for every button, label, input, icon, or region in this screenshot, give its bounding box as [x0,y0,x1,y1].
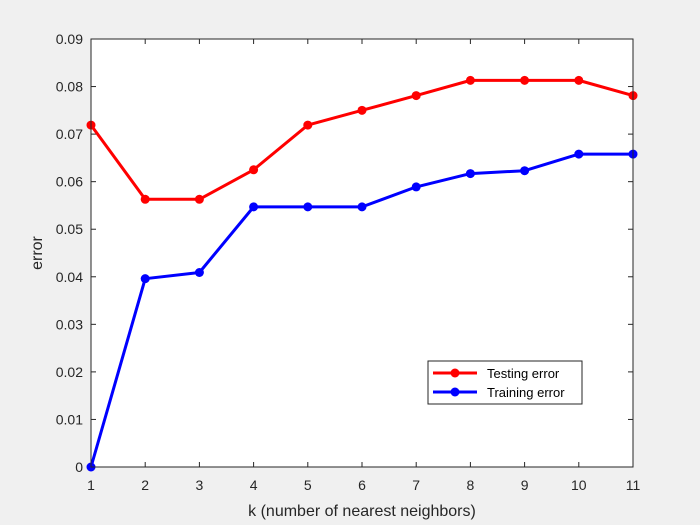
data-point [140,274,150,284]
data-point [574,75,584,85]
y-tick-label: 0.06 [56,174,83,190]
data-point [465,169,475,179]
x-tick-label: 2 [141,477,149,493]
y-tick-label: 0.07 [56,126,83,142]
y-tick-label: 0.08 [56,79,83,95]
x-tick-label: 1 [87,477,95,493]
y-tick-label: 0 [75,459,83,475]
data-point [411,182,421,192]
data-point [357,202,367,212]
x-tick-label: 3 [196,477,204,493]
x-axis-label: k (number of nearest neighbors) [248,503,476,520]
axis-ticks: 1 2 3 4 5 6 7 8 9 10 11 0 0.01 0.02 0.03 0.04 0.05 0.06 0.… [56,31,641,493]
series-layer [86,75,638,472]
y-tick-label: 0.09 [56,31,83,47]
data-point [465,75,475,85]
legend-swatch-marker [450,368,460,378]
y-tick-label: 0.01 [56,411,83,427]
x-tick-label: 10 [571,477,587,493]
y-tick-label: 0.03 [56,316,83,332]
y-tick-label: 0.05 [56,221,83,237]
x-tick-label: 7 [412,477,420,493]
data-point [303,120,313,130]
x-tick-label: 8 [467,477,475,493]
axes-box [90,38,634,468]
x-tick-label: 6 [358,477,366,493]
data-point [574,149,584,159]
data-point [520,166,530,176]
x-tick-label: 9 [521,477,529,493]
data-point [249,202,259,212]
series-training-error [86,149,638,472]
x-tick-label: 11 [626,477,641,493]
data-point [194,194,204,204]
y-tick-label: 0.02 [56,364,83,380]
data-point [357,105,367,115]
data-point [194,267,204,277]
data-point [411,91,421,101]
y-tick-label: 0.04 [56,269,83,285]
legend: Testing error Training error [427,360,583,405]
data-point [303,202,313,212]
data-point [520,75,530,85]
y-axis-label: error [29,235,46,269]
legend-box [427,360,583,405]
x-tick-label: 4 [250,477,258,493]
legend-label: Training error [487,385,565,400]
legend-label: Testing error [487,366,560,381]
data-point [249,165,259,175]
legend-swatch-marker [450,387,460,397]
data-point [140,194,150,204]
x-tick-label: 5 [304,477,312,493]
